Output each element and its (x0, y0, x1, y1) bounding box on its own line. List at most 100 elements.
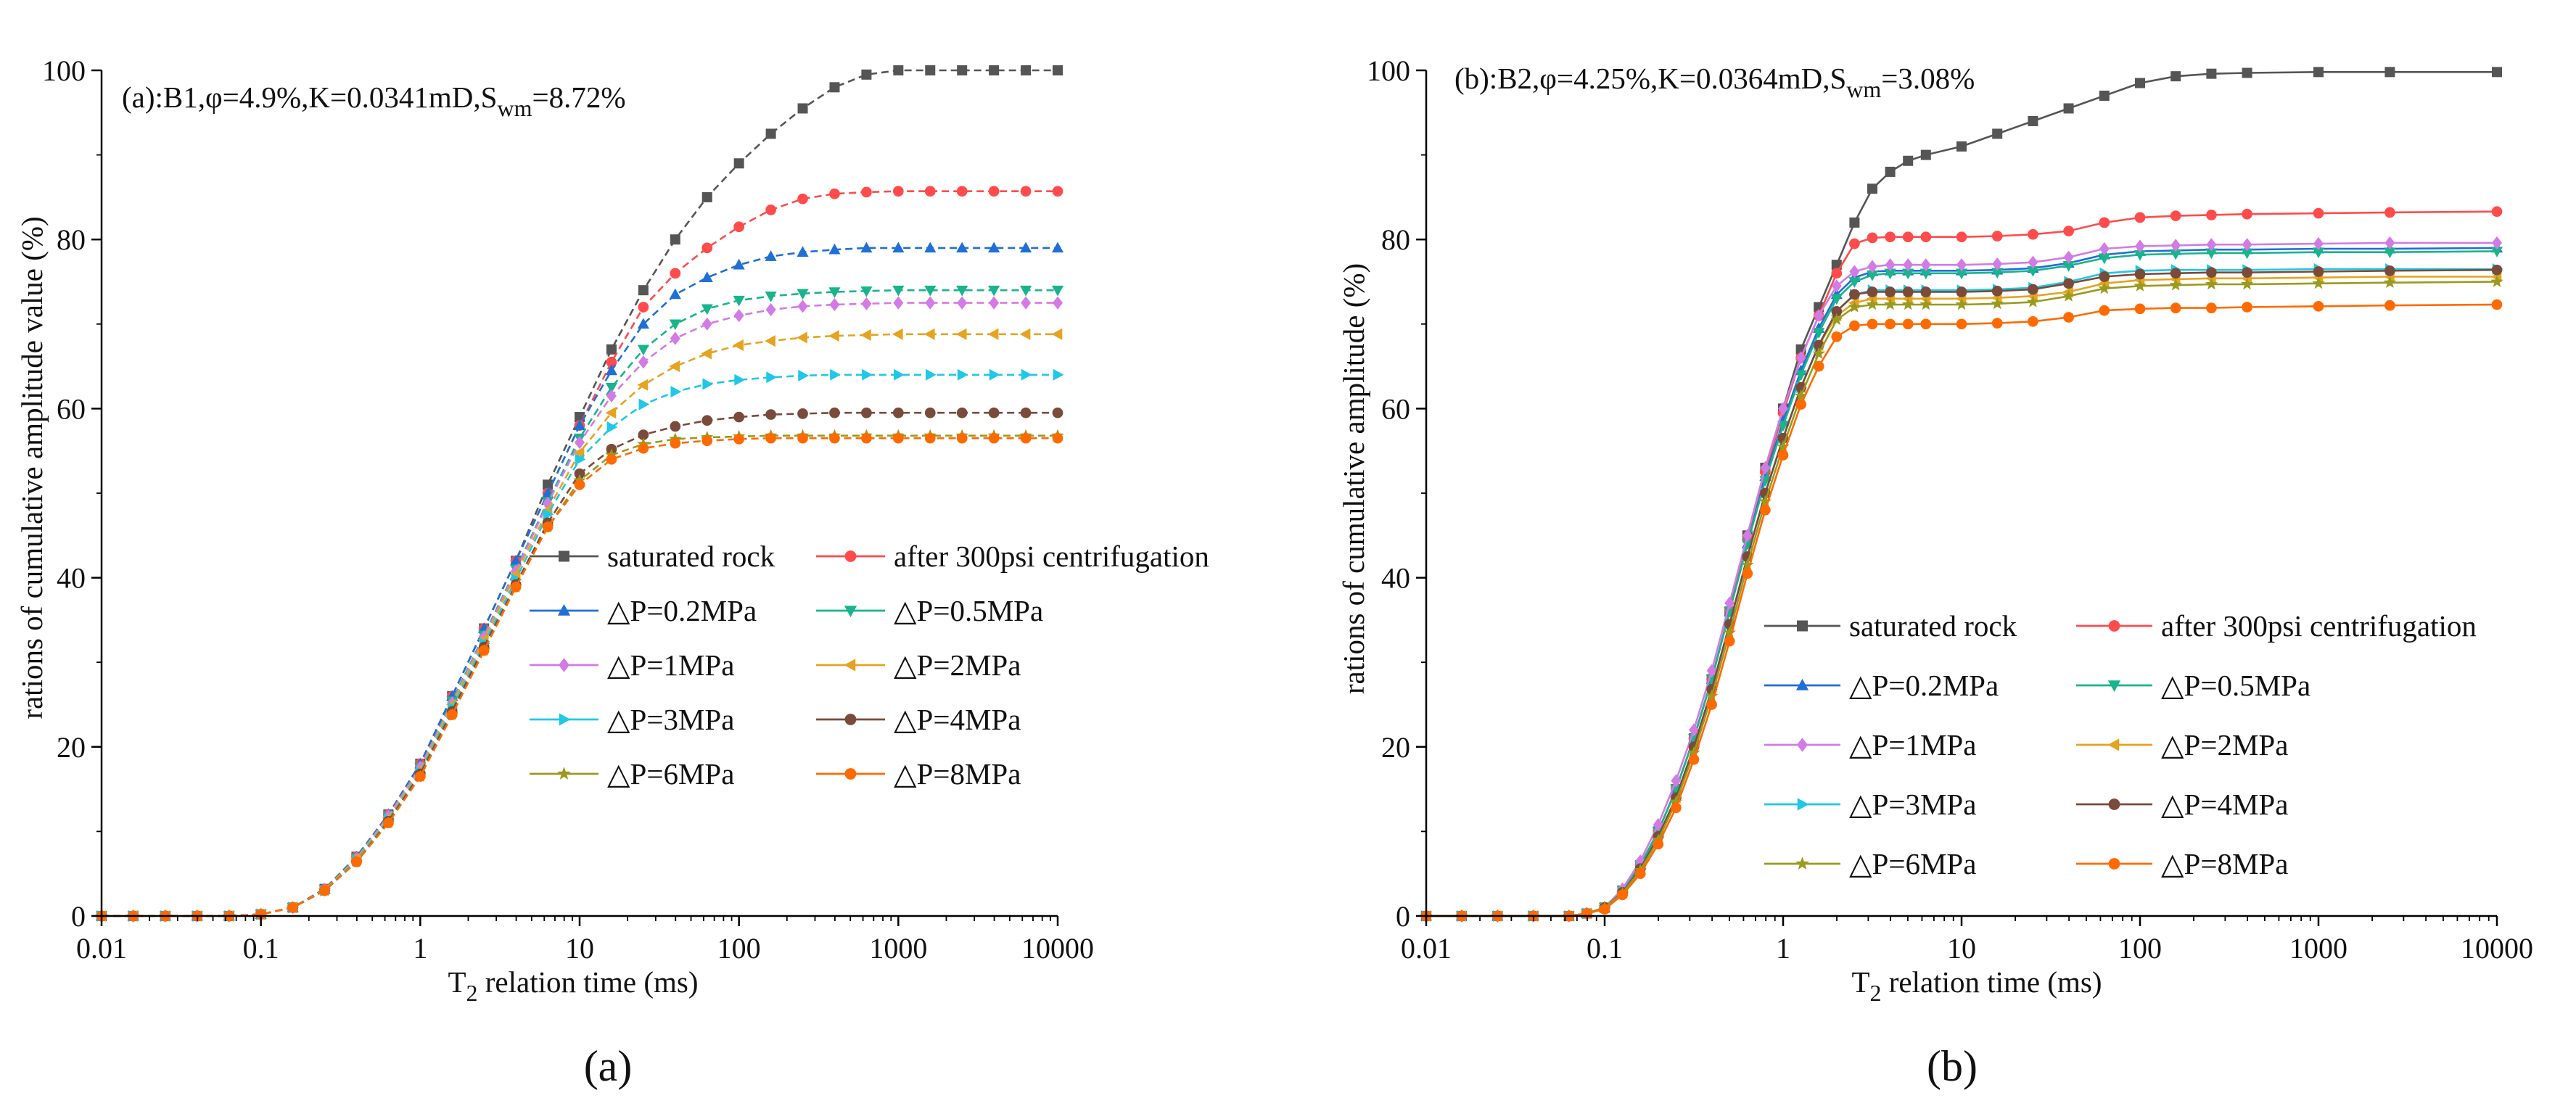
chart-a-y-axis-label: rations of cumulative amplitude value (%… (15, 216, 49, 719)
chart-b-legend-item: saturated rock (1764, 609, 2017, 643)
chart-b-data-point (1688, 754, 1700, 765)
chart-b-data-point (1885, 231, 1896, 243)
chart-b-data-point (2491, 264, 2503, 276)
chart-b-data-point (2063, 312, 2074, 323)
chart-b-data-point (1760, 504, 1771, 516)
chart-a-data-point (797, 289, 809, 300)
chart-b-legend-label: △P=4MPa (2161, 788, 2288, 821)
chart-panel-b: 0.01 0.1 1 10 100 1000 10000 0 20 40 60 80 100 satur… (1337, 54, 2533, 1006)
chart-b-x-tick-label: 0.1 (1587, 932, 1623, 965)
chart-b-data-point (1742, 568, 1753, 579)
chart-a-data-point (861, 432, 872, 444)
chart-b-data-point (1653, 838, 1664, 850)
chart-a-data-point (669, 319, 681, 331)
chart-b-legend-item: △P=8MPa (2076, 847, 2288, 880)
chart-a-data-point (637, 344, 649, 356)
chart-a-data-point (765, 432, 776, 444)
chart-a-series-0 (96, 65, 1063, 921)
chart-a-data-point (829, 432, 840, 444)
chart-a-legend-item: △P=6MPa (530, 757, 734, 791)
chart-a-data-point (575, 435, 585, 450)
chart-b-data-point (1831, 268, 1843, 279)
chart-b-data-point (2312, 247, 2325, 259)
chart-a-x-tick-label: 10000 (1021, 932, 1094, 965)
chart-a-legend-label: △P=0.5MPa (894, 594, 1043, 627)
chart-a-data-point (1053, 296, 1063, 310)
chart-a-data-point (860, 329, 871, 342)
chart-a-data-point (606, 356, 617, 368)
chart-b-legend-label: △P=6MPa (1849, 847, 1976, 880)
chart-a-data-point (797, 432, 808, 444)
chart-a-legend-item: △P=1MPa (530, 648, 734, 682)
chart-b-data-point (1885, 286, 1896, 297)
chart-b-x-tick-label: 10 (1947, 932, 1976, 965)
chart-b-data-point (1849, 238, 1860, 249)
chart-b-legend-item: △P=1MPa (1764, 728, 1976, 762)
chart-a-data-point (1052, 407, 1063, 418)
chart-a-data-point (669, 288, 681, 300)
chart-a-data-point (351, 857, 362, 867)
chart-a-legend-marker (844, 714, 857, 725)
chart-a-data-point (925, 296, 936, 310)
chart-a-legend-marker (559, 713, 571, 726)
chart-b-data-point (1920, 318, 1932, 330)
chart-b-data-point (1991, 297, 2004, 310)
chart-a-data-point (669, 360, 680, 373)
chart-a-data-point (957, 368, 968, 381)
chart-a-data-point (1051, 328, 1063, 340)
chart-a-y-tick-label: 20 (57, 731, 86, 764)
chart-b-data-point (2491, 206, 2503, 218)
chart-b-legend-marker (2108, 620, 2120, 632)
chart-a-data-point (765, 205, 776, 215)
chart-b-data-point (1991, 285, 2003, 297)
chart-b-x-tick-label: 1000 (2289, 932, 2347, 965)
chart-b-data-point (1777, 439, 1790, 453)
chart-b-data-point (1795, 370, 1807, 381)
chart-a-legend-marker (844, 768, 857, 780)
chart-a-series-2 (95, 242, 1064, 921)
chart-b-y-tick-label: 20 (1381, 731, 1410, 764)
chart-a-data-point (829, 297, 840, 312)
chart-b-data-point (2099, 242, 2110, 256)
chart-a-x-tick-label: 0.01 (76, 932, 127, 965)
chart-a-data-point (733, 295, 745, 307)
chart-a-data-point (797, 408, 808, 419)
chart-b-data-point (2170, 239, 2181, 252)
chart-b-data-point (2384, 67, 2395, 78)
chart-b-data-point (2206, 302, 2217, 313)
chart-b-data-point (1849, 217, 1860, 228)
chart-a-legend-item: △P=0.5MPa (816, 594, 1043, 627)
chart-b-data-point (2490, 247, 2503, 257)
chart-a-legend-item: △P=0.2MPa (530, 594, 757, 627)
chart-a-data-point (478, 645, 490, 656)
chart-a-data-point (957, 296, 968, 310)
chart-b-legend-marker (2108, 798, 2120, 810)
chart-b-data-point (1849, 320, 1860, 331)
chart-b-data-point (2206, 68, 2217, 79)
chart-a-data-point (766, 371, 778, 384)
chart-a-series-9 (96, 432, 1063, 922)
chart-a-data-point (797, 331, 807, 344)
chart-a-data-point (829, 407, 840, 418)
chart-a-data-point (830, 368, 841, 381)
chart-a-data-point (1051, 242, 1064, 253)
chart-a-data-point (924, 285, 937, 297)
chart-b-data-point (2028, 115, 2038, 126)
chart-b-data-point (2028, 228, 2038, 240)
chart-a-data-point (828, 330, 839, 342)
chart-a-legend-label: △P=6MPa (607, 757, 734, 791)
chart-a-data-point (606, 421, 618, 434)
chart-a-data-point (702, 378, 714, 390)
chart-b-data-point (2206, 210, 2217, 220)
chart-b-data-point (2062, 261, 2075, 272)
chart-a-data-point (765, 250, 777, 261)
chart-b-data-point (2134, 268, 2146, 280)
chart-b-legend-label: △P=1MPa (1849, 728, 1976, 762)
chart-a-data-point (543, 479, 554, 490)
chart-b-data-point (1795, 389, 1808, 402)
chart-a-data-point (383, 817, 394, 829)
chart-b-data-point (1758, 495, 1772, 507)
chart-a-data-point (860, 242, 873, 253)
chart-a-x-tick-label: 10 (565, 932, 594, 965)
chart-a-data-point (670, 234, 680, 245)
